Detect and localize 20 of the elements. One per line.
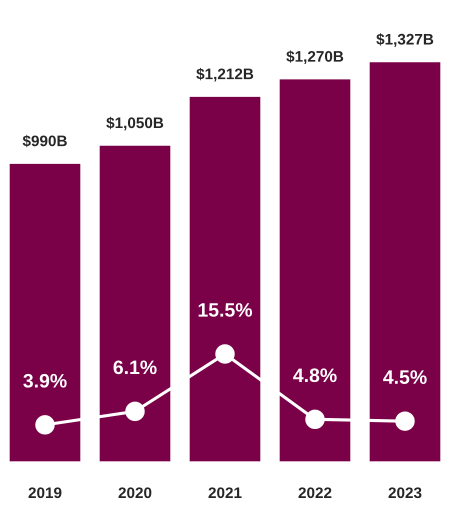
data-label: 4.8% [293,368,337,382]
data-label: $1,050B [106,116,164,130]
x-tick-label: 2022 [298,487,332,498]
point [125,402,145,422]
point [395,411,415,431]
x-tick-label: 2020 [118,487,152,498]
data-label: $1,212B [196,68,254,82]
data-label: $990B [22,134,67,148]
data-label: 3.9% [23,374,67,388]
data-label: $1,270B [286,50,344,64]
point [215,344,235,364]
data-label: $1,327B [376,33,434,47]
point [35,415,55,435]
x-tick-label: 2019 [28,487,62,498]
point [305,410,325,430]
data-label: 15.5% [198,303,252,317]
data-label: 6.1% [114,360,157,374]
data-label: 4.5% [383,370,427,384]
x-tick-label: 2023 [388,487,422,498]
x-tick-label: 2021 [208,487,242,498]
